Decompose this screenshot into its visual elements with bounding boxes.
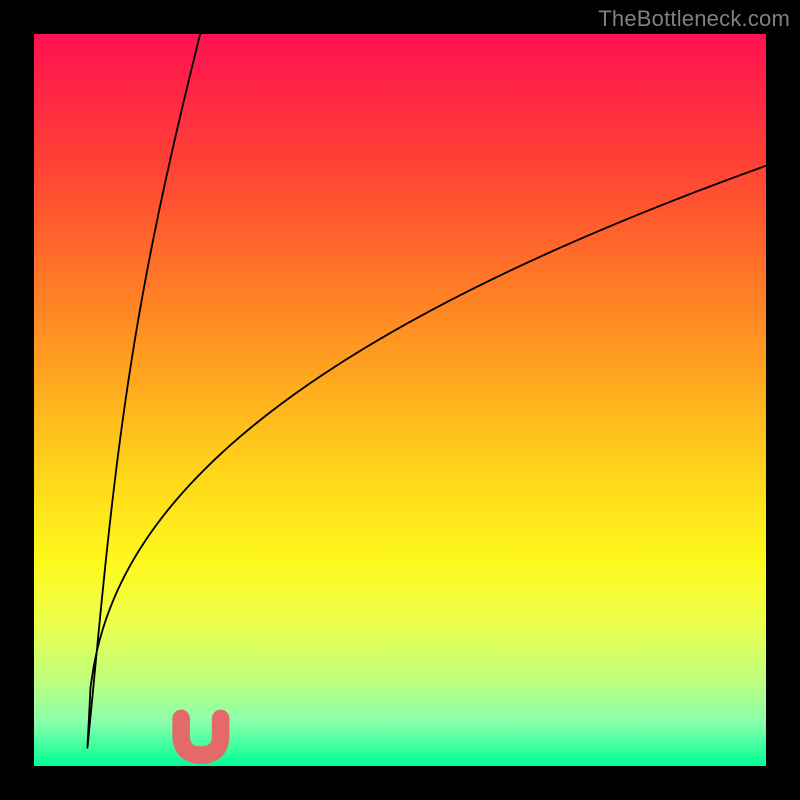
gradient-background: [34, 34, 766, 766]
chart-svg: [34, 34, 766, 766]
gradient-plot-area: [34, 34, 766, 766]
watermark-text: TheBottleneck.com: [598, 6, 790, 32]
chart-frame: TheBottleneck.com: [0, 0, 800, 800]
